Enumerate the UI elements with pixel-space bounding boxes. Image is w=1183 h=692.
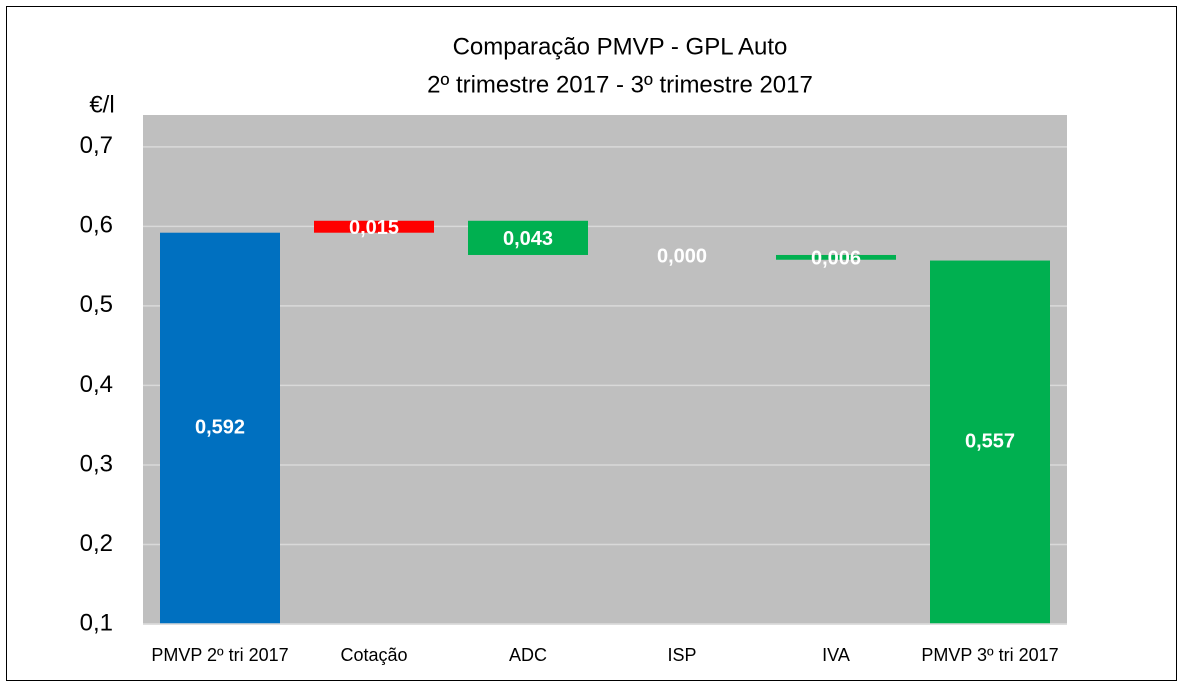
x-tick-label: ADC [509, 645, 547, 665]
x-tick-label: IVA [822, 645, 850, 665]
y-tick-label: 0,2 [80, 530, 113, 557]
bar [160, 232, 280, 625]
y-axis-label: €/l [89, 91, 114, 118]
bar [776, 254, 896, 260]
bar [314, 220, 434, 233]
x-tick-label: PMVP 2º tri 2017 [151, 645, 288, 665]
x-tick-label: PMVP 3º tri 2017 [921, 645, 1058, 665]
value-label: 0,015 [349, 217, 399, 239]
chart-subtitle: 2º trimestre 2017 - 3º trimestre 2017 [427, 71, 813, 98]
y-tick-label: 0,3 [80, 450, 113, 477]
plot-area [143, 115, 1067, 624]
value-label: 0,592 [195, 417, 245, 439]
y-tick-label: 0,4 [80, 371, 113, 398]
value-label: 0,043 [503, 228, 553, 250]
y-tick-label: 0,1 [80, 609, 113, 636]
x-tick-label: ISP [667, 645, 696, 665]
y-tick-label: 0,5 [80, 291, 113, 318]
x-tick-label: Cotação [340, 645, 407, 665]
value-label: 0,557 [965, 431, 1015, 453]
y-tick-label: 0,6 [80, 212, 113, 239]
value-label: 0,000 [657, 245, 707, 267]
value-label: 0,006 [811, 248, 861, 270]
y-tick-label: 0,7 [80, 132, 113, 159]
bar [930, 260, 1050, 624]
chart-title: Comparação PMVP - GPL Auto [453, 33, 788, 60]
bar [468, 220, 588, 255]
